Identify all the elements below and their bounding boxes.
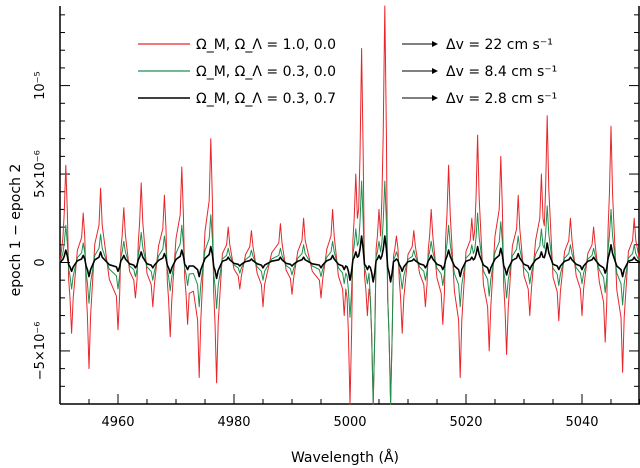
x-tick-label: 5000 [333, 415, 366, 430]
delta-v-label-1: Δv = 22 cm s⁻¹ [446, 37, 553, 53]
delta-v-label-3: Δv = 2.8 cm s⁻¹ [446, 91, 557, 107]
series-line-1 [59, 5, 640, 405]
arrow-head-2 [432, 68, 438, 74]
x-tick-label: 5040 [565, 415, 598, 430]
x-axis-title: Wavelength (Å) [291, 449, 399, 466]
y-axis-title: epoch 1 − epoch 2 [8, 164, 24, 297]
legend: Ω_M, Ω_Λ = 1.0, 0.0 Δv = 22 cm s⁻¹ Ω_M, Ω_… [138, 37, 557, 107]
legend-label-3: Ω_M, Ω_Λ = 0.3, 0.7 [196, 91, 336, 107]
y-tick-label: −5×10⁻⁶ [33, 322, 48, 381]
legend-label-1: Ω_M, Ω_Λ = 1.0, 0.0 [196, 37, 336, 53]
tick-labels: 4960 4980 5000 5020 5040 −5×10⁻⁶ 0 5×10⁻⁶ 10⁻⁵ [33, 71, 599, 430]
series-layer [59, 5, 640, 405]
x-tick-label: 4980 [217, 415, 250, 430]
delta-v-label-2: Δv = 8.4 cm s⁻¹ [446, 64, 557, 80]
x-tick-label: 5020 [449, 415, 482, 430]
arrow-head-3 [432, 95, 438, 101]
arrow-head-1 [432, 41, 438, 47]
legend-label-2: Ω_M, Ω_Λ = 0.3, 0.0 [196, 64, 336, 80]
y-tick-label: 10⁻⁵ [33, 71, 48, 100]
x-tick-label: 4960 [101, 415, 134, 430]
y-tick-label: 0 [33, 258, 48, 266]
series-line-2 [59, 180, 640, 405]
axes-layer [59, 6, 640, 405]
y-tick-label: 5×10⁻⁶ [33, 150, 48, 198]
series-line-3 [59, 235, 640, 283]
